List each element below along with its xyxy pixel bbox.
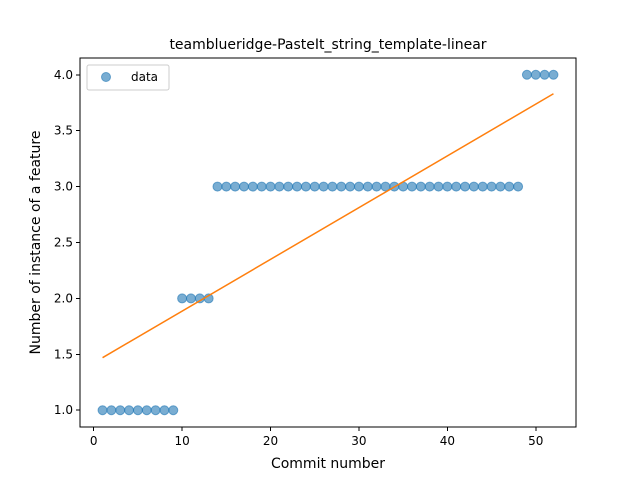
x-tick-label: 50 — [528, 434, 543, 448]
fit-line — [102, 93, 554, 359]
data-point — [292, 181, 303, 192]
data-point — [495, 181, 506, 192]
data-point — [477, 181, 488, 192]
data-point — [221, 181, 232, 192]
y-tick-label: 2.5 — [54, 236, 73, 250]
data-point — [442, 181, 453, 192]
data-point — [327, 181, 338, 192]
data-point — [371, 181, 382, 192]
data-point — [256, 181, 267, 192]
legend-label: data — [131, 70, 158, 84]
data-point — [345, 181, 356, 192]
data-point — [336, 181, 347, 192]
data-point — [460, 181, 471, 192]
y-tick-label: 2.0 — [54, 291, 73, 305]
data-point — [318, 181, 329, 192]
x-tick-label: 40 — [440, 434, 455, 448]
data-point — [230, 181, 241, 192]
data-point — [433, 181, 444, 192]
data-point — [132, 405, 143, 416]
data-point — [283, 181, 294, 192]
data-point — [309, 181, 320, 192]
data-point — [362, 181, 373, 192]
data-point — [504, 181, 515, 192]
y-tick-label: 3.5 — [54, 124, 73, 138]
data-point — [168, 405, 179, 416]
data-point — [521, 69, 532, 80]
data-point — [548, 69, 559, 80]
data-point — [539, 69, 550, 80]
data-point — [530, 69, 541, 80]
data-point — [353, 181, 364, 192]
data-point — [300, 181, 311, 192]
data-point — [212, 181, 223, 192]
data-point — [406, 181, 417, 192]
data-point — [415, 181, 426, 192]
legend-box — [86, 64, 170, 91]
data-point — [239, 181, 250, 192]
y-tick-label: 1.5 — [54, 347, 73, 361]
data-point — [265, 181, 276, 192]
y-tick-label: 3.0 — [54, 180, 73, 194]
data-point — [185, 293, 196, 304]
x-axis: 0 10 20 30 40 50 — [90, 427, 543, 448]
x-tick-label: 20 — [263, 434, 278, 448]
legend-marker — [101, 72, 111, 82]
axes-frame — [79, 57, 577, 428]
x-tick-label: 10 — [174, 434, 189, 448]
data-point — [247, 181, 258, 192]
data-point — [451, 181, 462, 192]
data-point — [115, 405, 126, 416]
data-point — [97, 405, 108, 416]
data-point — [274, 181, 285, 192]
y-axis: 1.0 1.5 2.0 2.5 3.0 3.5 4.0 — [54, 68, 80, 417]
data-point — [141, 405, 152, 416]
data-point — [150, 405, 161, 416]
data-point — [106, 405, 117, 416]
data-point — [159, 405, 170, 416]
x-tick-label: 0 — [90, 434, 98, 448]
chart-title: teamblueridge-PasteIt_string_template-li… — [169, 37, 486, 53]
y-tick-label: 1.0 — [54, 403, 73, 417]
x-tick-label: 30 — [351, 434, 366, 448]
data-point — [486, 181, 497, 192]
data-point — [124, 405, 135, 416]
data-point — [424, 181, 435, 192]
plot-area — [97, 69, 559, 416]
y-axis-title: Number of instance of a feature — [28, 131, 44, 355]
data-point — [513, 181, 524, 192]
data-point — [177, 293, 188, 304]
x-axis-title: Commit number — [271, 456, 385, 472]
legend: data — [86, 64, 170, 91]
data-point — [468, 181, 479, 192]
y-tick-label: 4.0 — [54, 68, 73, 82]
